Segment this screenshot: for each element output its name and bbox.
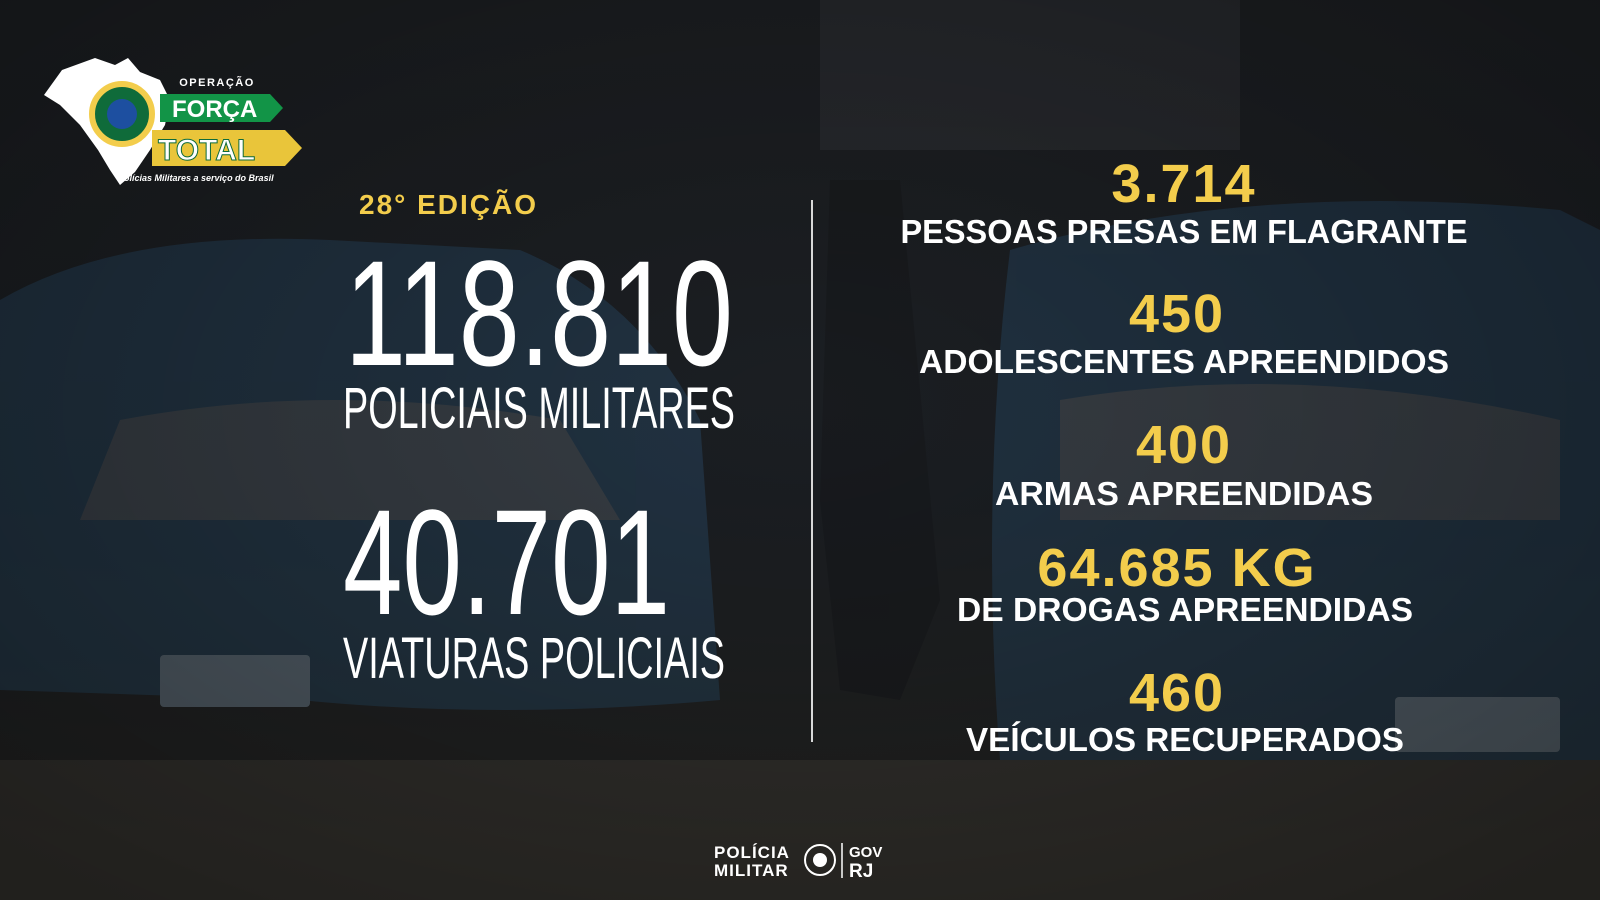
footer-institution: POLÍCIA <box>714 843 790 862</box>
result-value: 3.714 <box>1111 154 1256 214</box>
result-value: 64.685 KG <box>1037 538 1316 598</box>
result-label: DE DROGAS APREENDIDAS <box>957 591 1413 628</box>
logo-banner-green <box>160 94 283 122</box>
edition: 28° EDIÇÃO <box>359 189 538 220</box>
footer-institution: MILITAR <box>714 861 789 880</box>
highlight-value: 40.701 <box>343 478 670 646</box>
logo-banner-yellow <box>152 130 302 166</box>
logo-eyebrow: OPERAÇÃO <box>179 76 255 89</box>
result-value: 460 <box>1129 663 1225 723</box>
highlight-value: 118.810 <box>345 229 733 397</box>
result-label: VEÍCULOS RECUPERADOS <box>966 721 1404 758</box>
result-value: 450 <box>1129 284 1225 344</box>
result-label: ADOLESCENTES APREENDIDOS <box>919 343 1449 380</box>
logo-emblem-center <box>107 99 137 129</box>
logo: OPERAÇÃO FORÇA TOTAL Polícias Militares … <box>44 58 302 185</box>
logo-tagline: Polícias Militares a serviço do Brasil <box>118 173 274 183</box>
result-label: ARMAS APREENDIDAS <box>995 475 1373 512</box>
logo-title-line1: FORÇA <box>172 96 257 123</box>
footer-government: GOV <box>849 844 882 861</box>
footer-logo: POLÍCIA MILITAR GOV RJ <box>714 843 882 882</box>
footer-government: RJ <box>849 861 873 882</box>
result-label: PESSOAS PRESAS EM FLAGRANTE <box>901 213 1468 250</box>
highlight-label: VIATURAS POLICIAIS <box>343 626 725 691</box>
footer-emblem <box>804 844 836 876</box>
results: 3.714 PESSOAS PRESAS EM FLAGRANTE 450 AD… <box>901 154 1468 758</box>
highlight-label: POLICIAIS MILITARES <box>343 376 735 441</box>
logo-title-line2: TOTAL <box>158 134 255 167</box>
footer-emblem-center <box>813 853 827 867</box>
result-value: 400 <box>1136 415 1232 475</box>
